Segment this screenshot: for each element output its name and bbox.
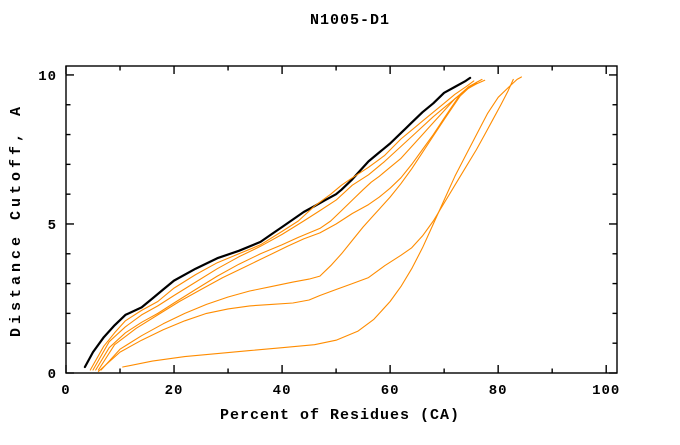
plot-border [65,65,618,374]
x-tick-label: 80 [489,383,508,399]
y-axis-label: Distance Cutoff, A [8,103,25,337]
y-tick-label: 10 [38,69,57,85]
curve-orange-model-3 [95,79,486,371]
tick-label-group: 0 20 40 60 80 100 0 5 10 [38,69,620,399]
y-tick-label: 0 [48,367,57,383]
y-tick-label: 5 [48,218,57,234]
curve-orange-model-2 [92,78,483,371]
x-tick-label: 60 [381,383,400,399]
curve-orange-model-6 [97,78,514,373]
x-tick-label: 100 [592,383,620,399]
x-tick-label: 20 [165,383,184,399]
axes-group [65,65,618,374]
curve-black-reference [83,76,472,369]
curve-orange-model-4 [97,81,478,371]
x-tick-label: 0 [61,383,70,399]
curve-orange-model-7 [122,76,522,368]
chart-title: N1005-D1 [310,12,390,29]
x-tick-label: 40 [273,383,292,399]
curve-orange-model-5 [100,82,478,371]
x-axis-label: Percent of Residues (CA) [220,407,460,424]
curve-orange-model-1 [89,80,475,371]
curve-group [83,76,522,373]
